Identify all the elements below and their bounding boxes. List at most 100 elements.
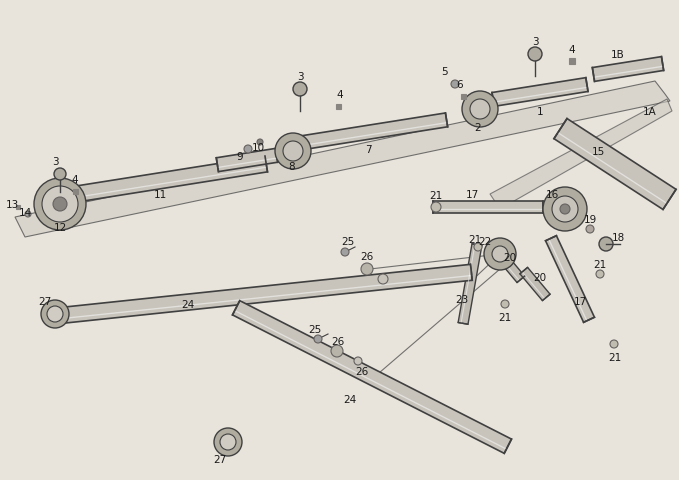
Bar (460, 94, 466, 99)
Circle shape (470, 100, 490, 120)
Circle shape (552, 197, 578, 223)
Text: 10: 10 (251, 143, 265, 153)
Text: 3: 3 (532, 37, 538, 47)
Circle shape (599, 238, 613, 252)
Text: 23: 23 (456, 294, 469, 304)
Text: 9: 9 (237, 152, 243, 162)
Text: 21: 21 (498, 312, 511, 323)
Text: 21: 21 (608, 352, 622, 362)
Circle shape (47, 306, 63, 323)
Text: 3: 3 (297, 72, 304, 82)
Text: 24: 24 (344, 394, 356, 404)
Circle shape (431, 203, 441, 213)
Circle shape (610, 340, 618, 348)
Polygon shape (492, 79, 588, 107)
Circle shape (501, 300, 509, 308)
Circle shape (54, 168, 66, 180)
Text: 12: 12 (54, 223, 67, 232)
Polygon shape (433, 202, 543, 214)
Text: 27: 27 (39, 296, 52, 306)
Text: 20: 20 (503, 252, 517, 263)
Circle shape (543, 188, 587, 231)
Circle shape (244, 146, 252, 154)
Text: 11: 11 (153, 190, 166, 200)
Circle shape (484, 239, 516, 270)
Circle shape (42, 187, 78, 223)
Polygon shape (15, 82, 670, 238)
Text: 7: 7 (365, 144, 371, 155)
Text: 8: 8 (289, 162, 295, 172)
Polygon shape (554, 120, 676, 210)
Text: 24: 24 (181, 300, 195, 309)
Circle shape (293, 83, 307, 97)
Text: 21: 21 (429, 191, 443, 201)
Bar (73, 189, 77, 194)
Polygon shape (293, 114, 447, 152)
Circle shape (586, 226, 594, 233)
Text: 5: 5 (441, 67, 448, 77)
Circle shape (341, 249, 349, 256)
Circle shape (220, 434, 236, 450)
Text: 3: 3 (52, 156, 58, 167)
Circle shape (41, 300, 69, 328)
Polygon shape (232, 301, 511, 454)
Polygon shape (62, 157, 268, 204)
Text: 20: 20 (534, 273, 547, 282)
Circle shape (560, 204, 570, 215)
Circle shape (34, 179, 86, 230)
Bar (569, 59, 575, 65)
Text: 1: 1 (536, 107, 543, 117)
Circle shape (451, 81, 459, 89)
Text: 4: 4 (337, 90, 344, 100)
Circle shape (378, 275, 388, 285)
Text: 26: 26 (331, 336, 345, 346)
Circle shape (354, 357, 362, 365)
Text: 17: 17 (573, 296, 587, 306)
Text: 13: 13 (5, 200, 18, 210)
Circle shape (331, 345, 343, 357)
Text: 19: 19 (583, 215, 597, 225)
Bar (16, 205, 20, 210)
Polygon shape (592, 58, 663, 82)
Text: 17: 17 (465, 190, 479, 200)
Text: 4: 4 (569, 45, 575, 55)
Circle shape (214, 428, 242, 456)
Polygon shape (492, 246, 525, 283)
Circle shape (283, 142, 303, 162)
Text: 1A: 1A (643, 107, 657, 117)
Text: 1B: 1B (611, 50, 625, 60)
Text: 15: 15 (591, 147, 604, 156)
Polygon shape (58, 265, 472, 324)
Circle shape (528, 48, 542, 62)
Circle shape (474, 243, 482, 252)
Polygon shape (217, 149, 278, 172)
Text: 6: 6 (457, 80, 463, 90)
Circle shape (314, 336, 322, 343)
Text: 22: 22 (479, 237, 492, 247)
Circle shape (361, 264, 373, 276)
Text: 16: 16 (545, 190, 559, 200)
Text: 4: 4 (72, 175, 78, 185)
Circle shape (596, 270, 604, 278)
Circle shape (462, 92, 498, 128)
Text: 2: 2 (475, 123, 481, 133)
Circle shape (492, 247, 508, 263)
Text: 26: 26 (361, 252, 373, 262)
Polygon shape (520, 268, 550, 301)
Text: 25: 25 (342, 237, 354, 247)
Polygon shape (545, 236, 594, 323)
Bar (335, 104, 340, 109)
Text: 25: 25 (308, 324, 322, 334)
Text: 27: 27 (213, 454, 227, 464)
Text: 21: 21 (469, 235, 481, 244)
Circle shape (275, 134, 311, 169)
Text: 18: 18 (611, 232, 625, 242)
Circle shape (53, 198, 67, 212)
Text: 21: 21 (593, 260, 606, 269)
Circle shape (257, 140, 263, 146)
Text: 26: 26 (355, 366, 369, 376)
Polygon shape (458, 244, 482, 324)
Text: 14: 14 (18, 207, 32, 217)
Circle shape (25, 212, 31, 217)
Polygon shape (490, 100, 672, 210)
